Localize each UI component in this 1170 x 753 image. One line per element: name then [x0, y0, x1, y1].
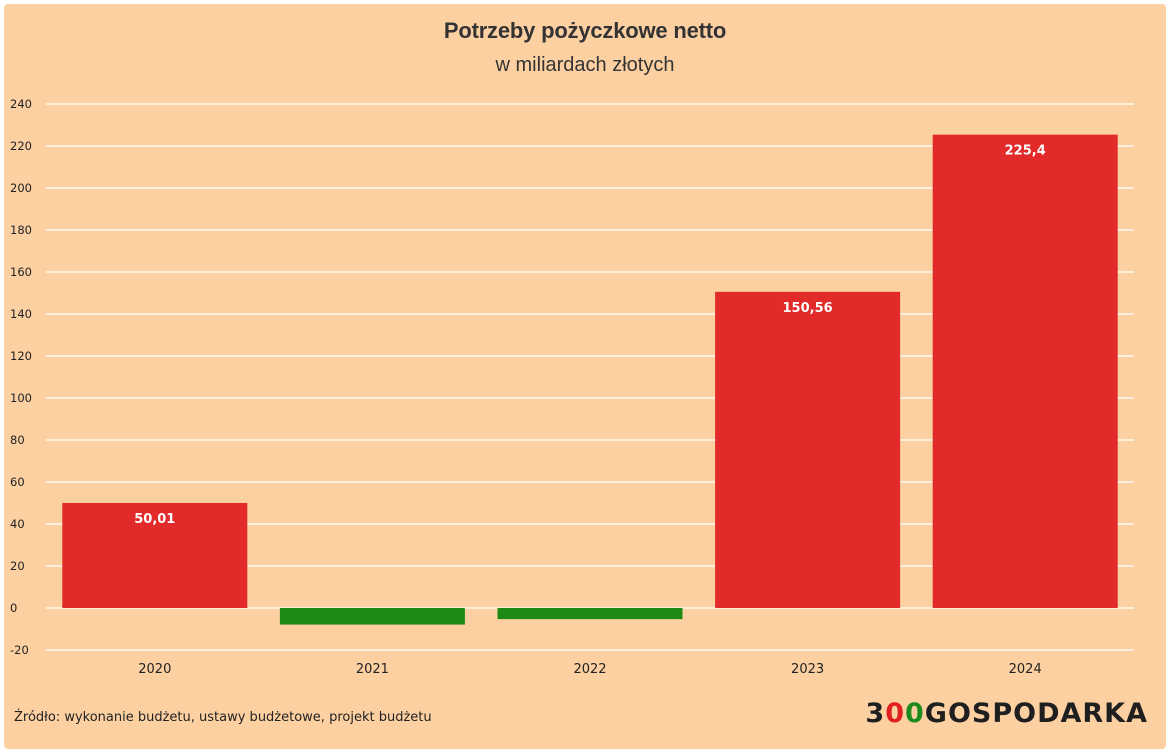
x-tick-label-2021: 2021	[356, 662, 389, 677]
y-tick-label: 0	[10, 601, 17, 615]
y-tick-label: 160	[10, 265, 32, 279]
y-tick-label: 80	[10, 433, 25, 447]
data-label-2024: 225,4	[1005, 144, 1046, 159]
y-tick-label: 240	[10, 97, 32, 111]
y-tick-label: 180	[10, 223, 32, 237]
bars: 50,01 150,56 225,4	[62, 134, 1118, 625]
x-tick-label-2023: 2023	[791, 662, 824, 677]
data-label-2020: 50,01	[134, 512, 175, 527]
bar-2022[interactable]	[497, 608, 683, 620]
y-tick-label: 40	[10, 517, 25, 531]
brand-logo: 300GOSPODARKA	[865, 698, 1148, 729]
source-note: Źródło: wykonanie budżetu, ustawy budżet…	[14, 710, 432, 725]
y-tick-label: 20	[10, 559, 25, 573]
y-tick-label: 220	[10, 139, 32, 153]
y-axis: -20 0 20 40 60 80 100 120 140 160 180 200 220 240	[10, 97, 32, 657]
bar-2021[interactable]	[279, 608, 465, 625]
chart-subtitle: w miliardach złotych	[495, 54, 675, 76]
bar-2020[interactable]	[62, 502, 248, 608]
chart-title: Potrzeby pożyczkowe netto	[443, 18, 727, 43]
data-label-2023: 150,56	[783, 301, 833, 316]
y-tick-label: 200	[10, 181, 32, 195]
x-axis: 2020 2021 2022 2023 2024	[138, 662, 1041, 677]
y-tick-label: 100	[10, 391, 32, 405]
y-tick-label: 60	[10, 475, 25, 489]
x-tick-label-2024: 2024	[1009, 662, 1042, 677]
x-tick-label-2020: 2020	[138, 662, 171, 677]
y-tick-label: 120	[10, 349, 32, 363]
bar-2023[interactable]	[715, 291, 901, 608]
logo-digit-3: 3	[865, 698, 886, 729]
y-tick-label: 140	[10, 307, 32, 321]
bar-2024[interactable]	[932, 134, 1118, 608]
logo-digit-0-green: 0	[904, 698, 925, 729]
logo-wordmark: GOSPODARKA	[924, 698, 1148, 729]
logo-digit-0-red: 0	[885, 698, 905, 729]
x-tick-label-2022: 2022	[573, 662, 606, 677]
y-tick-label: -20	[10, 643, 29, 657]
